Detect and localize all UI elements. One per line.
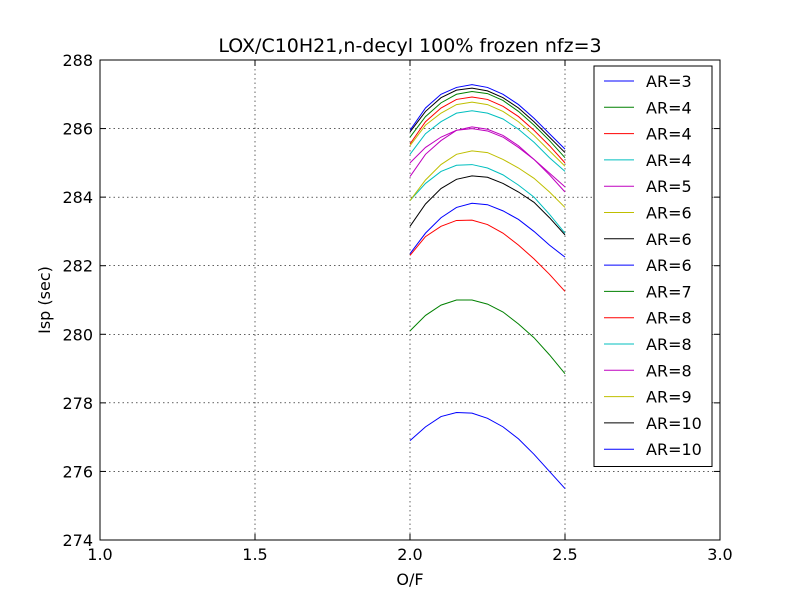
legend-entry: AR=10	[646, 414, 702, 433]
series-line-12	[409, 128, 566, 188]
series-line-10	[409, 96, 566, 164]
axis-ticks: 1.0 1.5 2.0 2.5 3.0 274 276 278 280 282 284 286 288	[62, 51, 732, 564]
legend-entry: AR=7	[646, 282, 692, 301]
series-line-11	[409, 110, 566, 172]
x-tick-label: 1.0	[87, 545, 112, 564]
series-line-9	[409, 91, 566, 159]
series-line-7	[409, 175, 566, 236]
legend-entry: AR=6	[646, 230, 692, 249]
x-axis-label: O/F	[396, 570, 423, 589]
series-line-1	[409, 411, 566, 489]
legend-entry: AR=8	[646, 335, 692, 354]
legend-entry: AR=4	[646, 151, 692, 170]
series-line-8	[409, 202, 566, 258]
legend-box	[593, 65, 713, 467]
legend-entry: AR=5	[646, 177, 692, 196]
series-line-15	[409, 84, 566, 150]
series-lines	[409, 84, 566, 489]
legend: AR=3 AR=4 AR=4 AR=4 AR=5 AR=6 AR=6 AR=6 AR=7 AR=8…	[593, 65, 713, 467]
y-tick-label: 274	[62, 531, 93, 550]
y-tick-label: 278	[62, 394, 93, 413]
legend-entry: AR=8	[646, 309, 692, 328]
y-tick-label: 276	[62, 462, 93, 481]
legend-entry: AR=10	[646, 440, 702, 459]
chart-title: LOX/C10H21,n-decyl 100% frozen nfz=3	[218, 35, 601, 57]
legend-entry: AR=6	[646, 204, 692, 223]
series-line-14	[409, 87, 566, 153]
y-tick-label: 288	[62, 51, 93, 70]
x-tick-label: 3.0	[707, 545, 732, 564]
legend-entry: AR=6	[646, 256, 692, 275]
x-tick-label: 1.5	[242, 545, 267, 564]
series-line-4	[409, 164, 566, 234]
y-axis-label: Isp (sec)	[35, 266, 54, 334]
y-tick-label: 280	[62, 325, 93, 344]
legend-entry: AR=4	[646, 125, 692, 144]
series-line-2	[409, 299, 566, 375]
legend-entry: AR=3	[646, 72, 692, 91]
grid-lines	[100, 60, 720, 540]
series-line-6	[409, 150, 566, 208]
legend-entry: AR=4	[646, 98, 692, 117]
legend-entry: AR=9	[646, 388, 692, 407]
y-tick-label: 286	[62, 120, 93, 139]
series-line-13	[409, 101, 566, 167]
x-tick-label: 2.0	[397, 545, 422, 564]
y-tick-label: 284	[62, 188, 93, 207]
x-tick-label: 2.5	[552, 545, 577, 564]
y-tick-label: 282	[62, 257, 93, 276]
series-line-3	[409, 219, 566, 292]
legend-entry: AR=8	[646, 361, 692, 380]
